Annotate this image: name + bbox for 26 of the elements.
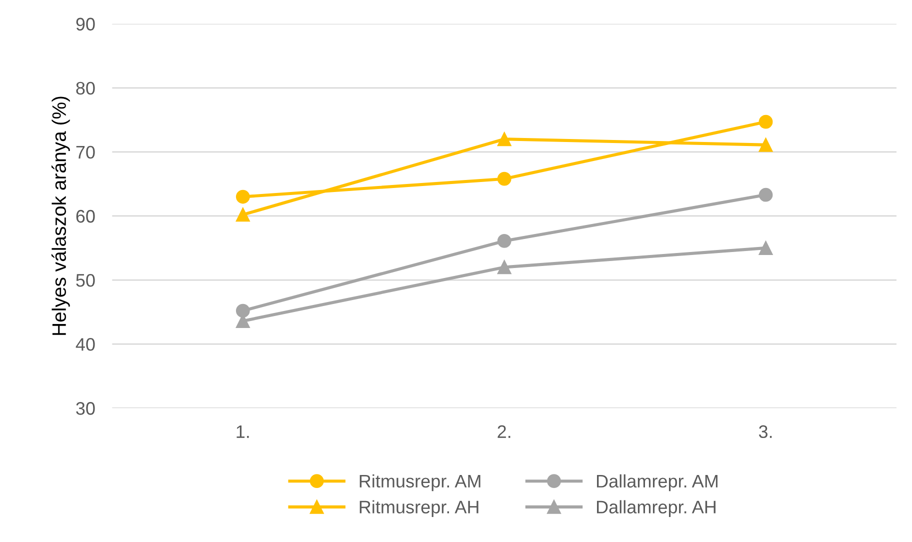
y-tick-label: 50 bbox=[76, 274, 95, 287]
point bbox=[497, 234, 512, 248]
legend-label: Dallamrepr. AM bbox=[596, 474, 718, 492]
point bbox=[236, 304, 250, 318]
point bbox=[497, 260, 512, 274]
y-tick-label: 90 bbox=[76, 18, 95, 31]
point bbox=[497, 132, 512, 146]
y-tick-label: 40 bbox=[76, 338, 95, 351]
y-axis-title: Helyes válaszok aránya (%) bbox=[52, 96, 70, 335]
point bbox=[236, 190, 250, 204]
x-tick-label: 1. bbox=[236, 425, 249, 438]
point bbox=[758, 114, 773, 129]
point bbox=[758, 138, 773, 152]
legend-label: Ritmusrepr. AM bbox=[360, 474, 480, 492]
x-tick-label: 3. bbox=[758, 425, 772, 438]
y-tick-label: 60 bbox=[76, 210, 95, 223]
y-tick-label: 70 bbox=[76, 146, 95, 159]
y-tick-label: 30 bbox=[76, 402, 95, 415]
point bbox=[758, 241, 773, 255]
y-tick-label: 80 bbox=[76, 82, 95, 95]
point bbox=[758, 188, 773, 202]
point bbox=[497, 172, 512, 186]
legend-label: Dallamrepr. AH bbox=[596, 500, 716, 518]
point bbox=[236, 208, 250, 222]
legend-label: Ritmusrepr. AH bbox=[360, 500, 478, 518]
x-tick-label: 2. bbox=[498, 425, 510, 438]
